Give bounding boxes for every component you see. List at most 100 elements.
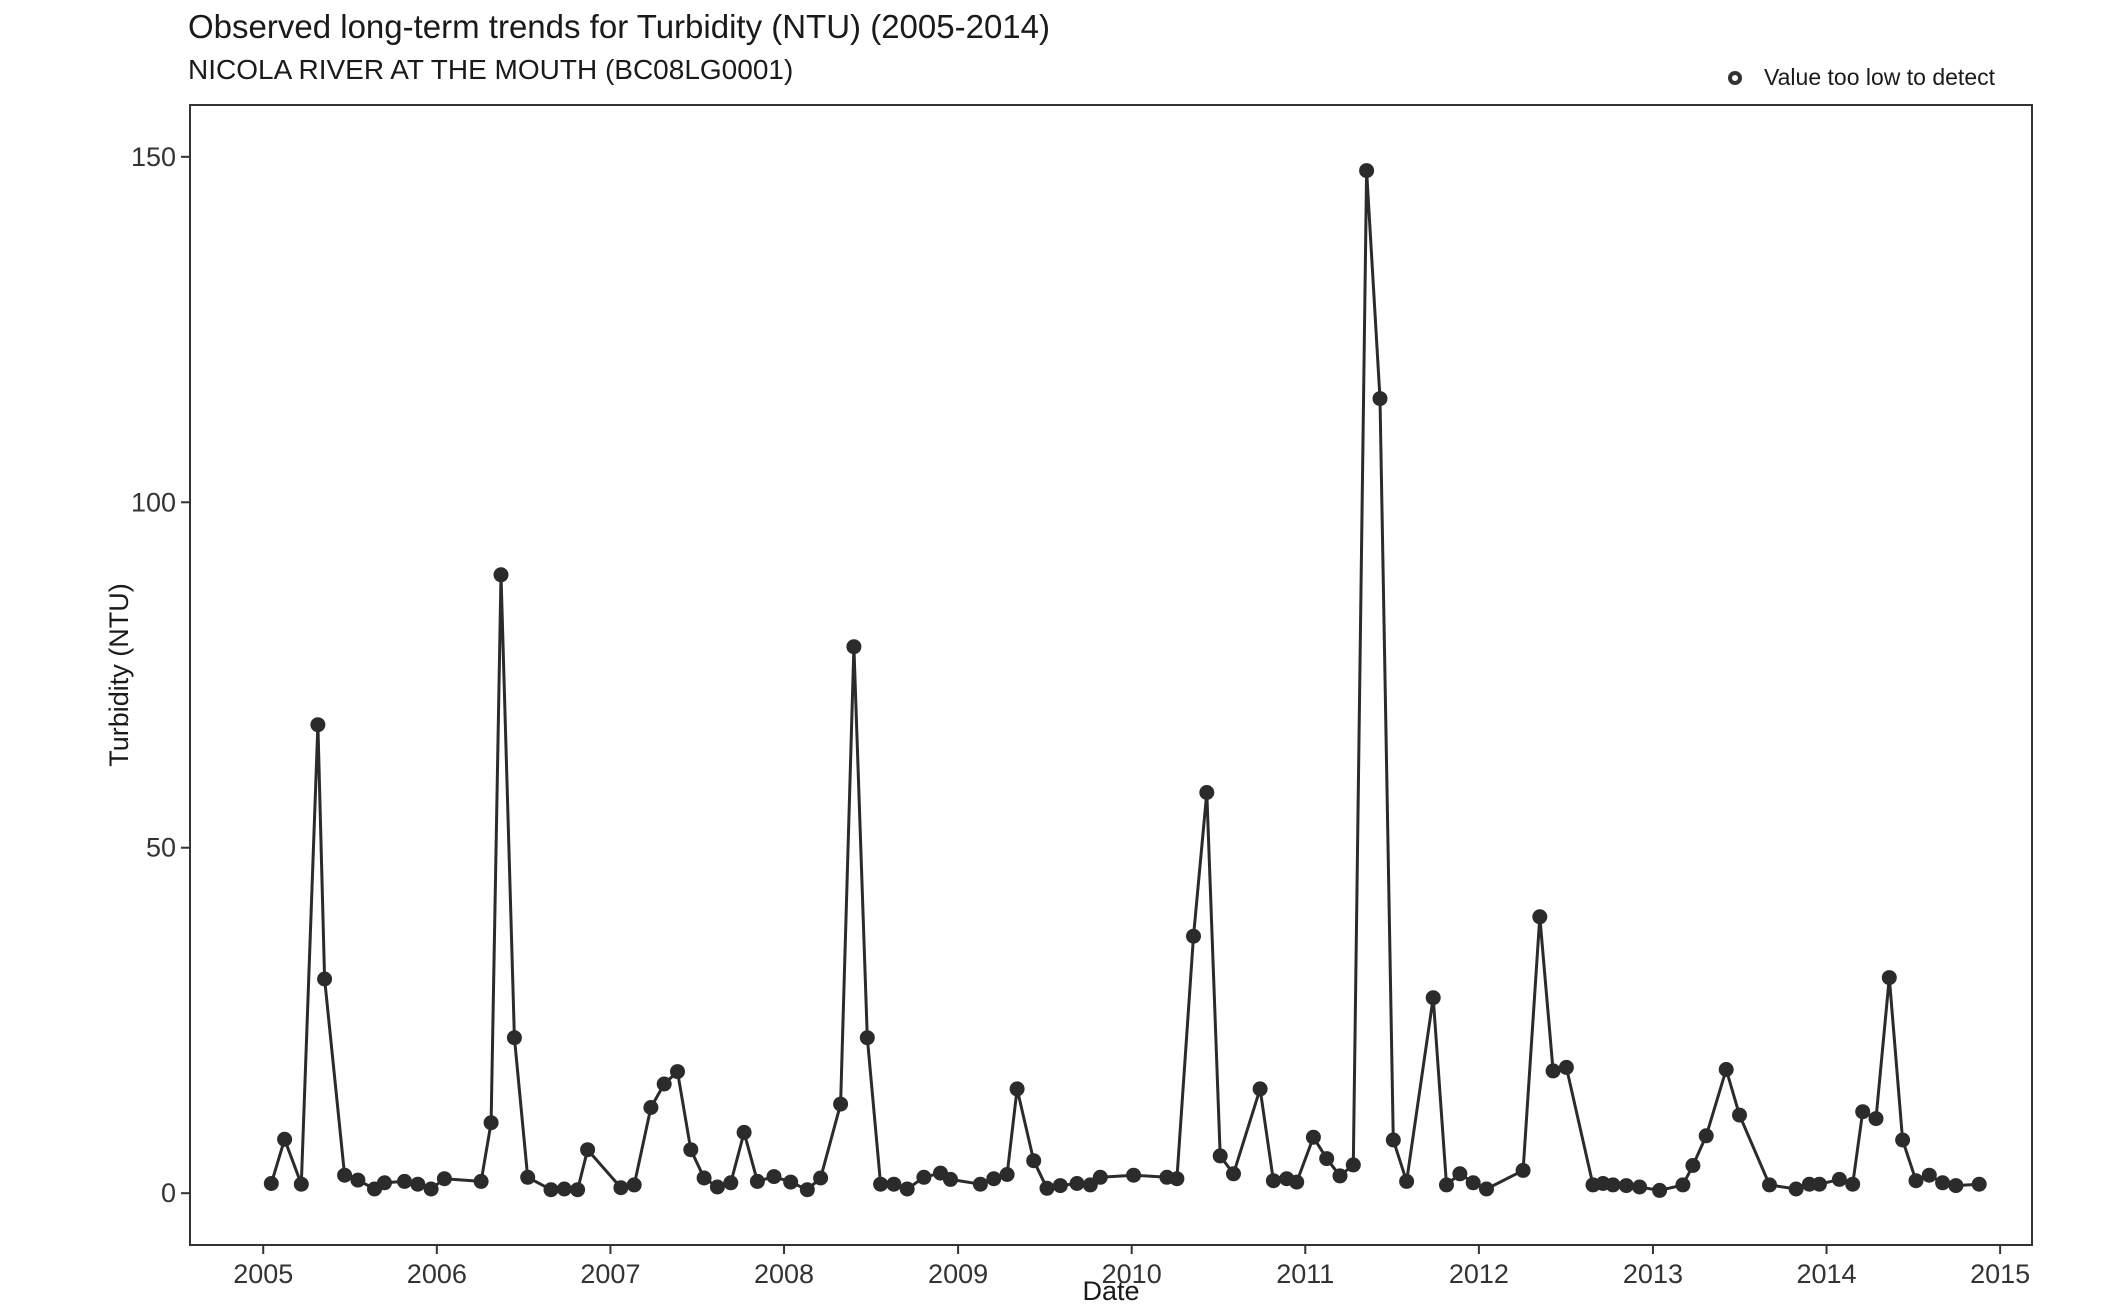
y-axis: 0 50 100 150 xyxy=(131,142,190,1208)
data-point xyxy=(723,1175,739,1191)
data-point xyxy=(1971,1176,1987,1192)
data-point xyxy=(766,1169,782,1185)
data-point xyxy=(1359,163,1375,179)
y-tick-label: 50 xyxy=(146,833,176,863)
data-point xyxy=(1126,1167,1142,1183)
data-point xyxy=(1319,1151,1335,1167)
data-point xyxy=(683,1142,699,1158)
data-point xyxy=(1532,909,1548,925)
data-point xyxy=(846,639,862,655)
data-point xyxy=(1948,1178,1964,1194)
data-point xyxy=(1345,1157,1361,1173)
data-point xyxy=(1092,1169,1108,1185)
data-point xyxy=(999,1167,1015,1182)
data-point xyxy=(696,1170,712,1186)
data-point xyxy=(1881,970,1897,986)
data-point xyxy=(1558,1059,1574,1075)
data-point xyxy=(473,1173,489,1189)
data-point xyxy=(1762,1177,1777,1193)
data-point xyxy=(1652,1182,1668,1198)
data-point xyxy=(1372,391,1388,407)
data-point xyxy=(556,1181,572,1197)
x-tick-label: 2011 xyxy=(1276,1259,1334,1289)
data-point xyxy=(1908,1173,1924,1189)
x-tick-label: 2013 xyxy=(1623,1259,1683,1289)
series-line xyxy=(269,169,1980,1192)
data-point xyxy=(1186,928,1201,944)
data-point xyxy=(833,1096,849,1112)
data-point xyxy=(1698,1128,1714,1144)
x-tick-label: 2009 xyxy=(928,1259,988,1289)
data-point xyxy=(1439,1177,1454,1193)
data-point xyxy=(277,1131,293,1147)
data-point xyxy=(377,1175,392,1191)
data-point xyxy=(1226,1166,1241,1182)
data-point xyxy=(643,1100,659,1115)
data-point xyxy=(1425,990,1441,1006)
data-point xyxy=(859,1030,875,1046)
data-point xyxy=(317,971,333,987)
data-point xyxy=(709,1179,725,1195)
data-point xyxy=(916,1169,932,1185)
chart-title: Observed long-term trends for Turbidity … xyxy=(188,8,1050,45)
data-point xyxy=(1895,1132,1911,1148)
data-point xyxy=(1855,1104,1871,1120)
data-point xyxy=(1632,1179,1648,1195)
data-point xyxy=(1618,1178,1634,1194)
legend-label: Value too low to detect xyxy=(1764,64,1995,90)
data-point xyxy=(656,1076,672,1092)
data-point xyxy=(1289,1174,1305,1190)
x-tick-label: 2006 xyxy=(407,1259,467,1289)
data-point xyxy=(1515,1162,1531,1178)
x-tick-label: 2005 xyxy=(233,1259,293,1289)
data-point xyxy=(1332,1168,1348,1184)
data-point xyxy=(1935,1175,1951,1191)
data-point xyxy=(1605,1177,1621,1193)
data-point xyxy=(813,1170,829,1186)
data-point xyxy=(1199,785,1215,800)
data-point xyxy=(783,1174,799,1190)
data-point xyxy=(1479,1181,1494,1197)
data-point xyxy=(1788,1181,1804,1197)
x-tick-label: 2008 xyxy=(754,1259,814,1289)
data-point xyxy=(943,1171,958,1187)
data-point xyxy=(986,1171,1002,1187)
y-tick-label: 100 xyxy=(131,487,176,517)
data-point xyxy=(1212,1148,1228,1164)
data-point xyxy=(1009,1081,1025,1097)
data-point xyxy=(1811,1176,1827,1192)
y-tick-label: 150 xyxy=(131,142,176,172)
data-point xyxy=(1305,1129,1321,1145)
data-point xyxy=(483,1115,499,1131)
data-point xyxy=(886,1176,902,1192)
y-tick-label: 0 xyxy=(161,1178,176,1208)
data-point xyxy=(613,1180,629,1196)
data-point xyxy=(397,1173,412,1189)
y-axis-title: Turbidity (NTU) xyxy=(104,583,134,767)
x-tick-label: 2015 xyxy=(1970,1259,2030,1289)
data-point xyxy=(1675,1177,1691,1193)
data-point xyxy=(1265,1173,1281,1189)
data-point xyxy=(873,1176,889,1192)
data-point xyxy=(1845,1176,1861,1192)
data-point xyxy=(580,1142,596,1158)
data-point xyxy=(310,717,326,733)
data-point xyxy=(263,1176,279,1191)
x-axis-title: Date xyxy=(1082,1276,1139,1306)
data-point xyxy=(1169,1171,1185,1187)
data-point xyxy=(736,1124,752,1140)
data-point xyxy=(626,1177,642,1193)
data-point xyxy=(1465,1175,1481,1191)
data-point xyxy=(972,1176,988,1192)
data-point xyxy=(520,1169,536,1185)
x-tick-label: 2010 xyxy=(1102,1259,1162,1289)
data-point xyxy=(1052,1178,1068,1194)
data-point xyxy=(436,1171,452,1187)
data-point xyxy=(506,1030,522,1046)
data-point xyxy=(493,567,509,583)
hollow-circle-icon xyxy=(1728,70,1742,85)
legend: Value too low to detect xyxy=(1728,64,1995,91)
data-point xyxy=(1545,1063,1561,1079)
data-point xyxy=(1399,1173,1415,1189)
